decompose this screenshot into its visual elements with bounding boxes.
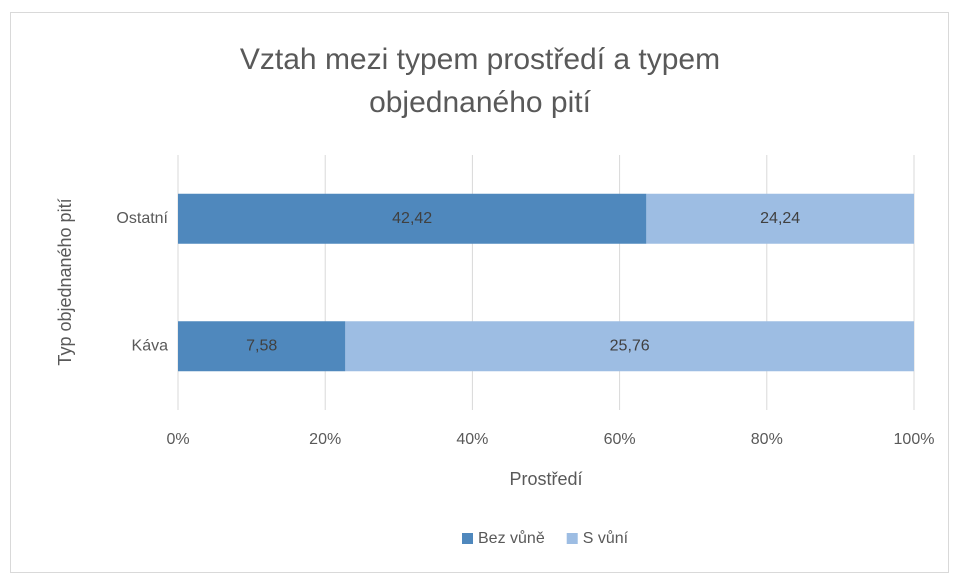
- bar-segment: [178, 193, 647, 244]
- legend-label: S vůní: [583, 529, 629, 547]
- data-label: 24,24: [760, 210, 800, 227]
- legend-swatch: [566, 533, 578, 544]
- legend-swatch: [462, 533, 473, 544]
- x-tick-label: 40%: [456, 431, 488, 448]
- data-label: 42,42: [392, 210, 432, 227]
- bar-segment: [646, 193, 914, 244]
- x-tick-label: 20%: [309, 431, 341, 448]
- chart-border: [10, 12, 949, 573]
- legend-label: Bez vůně: [478, 529, 545, 547]
- bar-segment: [345, 321, 914, 372]
- x-tick-label: 0%: [166, 431, 189, 448]
- bar-segment: [178, 321, 346, 372]
- chart-title: Vztah mezi typem prostředí a typem objed…: [239, 43, 721, 119]
- y-tick-label: Ostatní: [116, 210, 168, 227]
- y-tick-label: Káva: [132, 337, 169, 354]
- x-tick-label: 100%: [894, 431, 935, 448]
- data-label: 25,76: [610, 337, 650, 354]
- data-label: 7,58: [246, 337, 277, 354]
- x-axis-title: Prostředí: [509, 469, 582, 489]
- x-tick-label: 80%: [751, 431, 783, 448]
- y-axis-title: Typ objednaného pití: [55, 198, 75, 365]
- x-tick-label: 60%: [604, 431, 636, 448]
